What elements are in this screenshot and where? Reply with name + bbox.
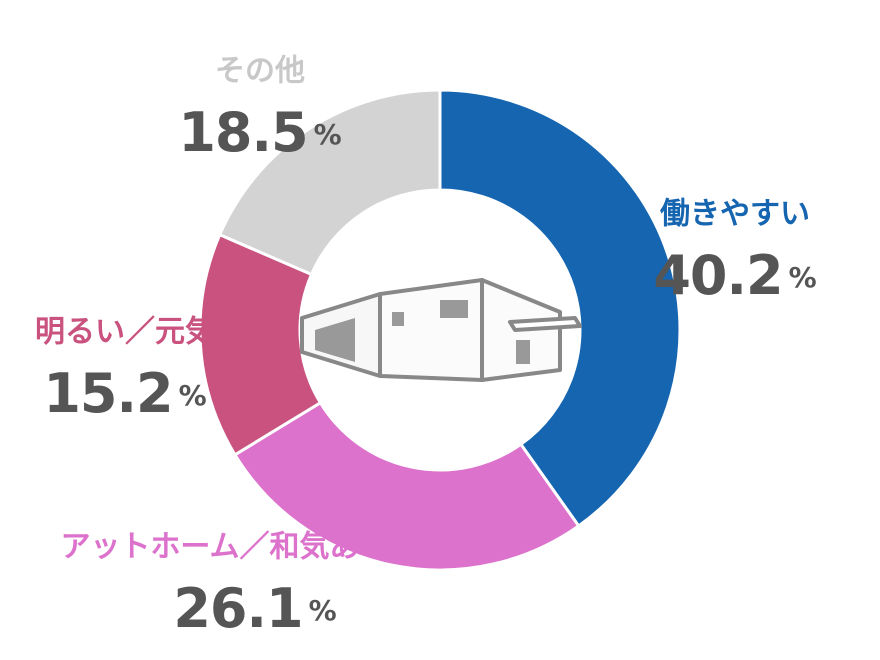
value-unit: % xyxy=(314,118,342,151)
value-label: 15.2% xyxy=(43,362,206,425)
category-label: アットホーム／和気あいあい xyxy=(60,530,449,565)
slices xyxy=(198,88,682,572)
value-number: 15.2 xyxy=(43,362,172,425)
value-unit: % xyxy=(789,261,817,294)
value-label: 40.2% xyxy=(653,244,816,307)
slice xyxy=(438,88,682,529)
category-label: 明るい／元気 xyxy=(35,315,215,350)
value-unit: % xyxy=(179,379,207,412)
value-number: 26.1 xyxy=(173,577,302,640)
value-label: 18.5% xyxy=(178,101,341,164)
value-unit: % xyxy=(309,594,337,627)
value-number: 40.2 xyxy=(653,244,782,307)
slice xyxy=(217,88,442,277)
value-label: 26.1% xyxy=(173,577,336,640)
labels: 働きやすい 40.2 % アットホーム／和気あいあい 26.1 % 明るい／元気 15.2 % そ… xyxy=(35,54,817,640)
category-label: その他 xyxy=(215,54,305,89)
slice xyxy=(232,400,581,572)
value-number: 18.5 xyxy=(178,101,307,164)
building-icon xyxy=(300,278,582,382)
category-label: 働きやすい xyxy=(659,197,810,232)
